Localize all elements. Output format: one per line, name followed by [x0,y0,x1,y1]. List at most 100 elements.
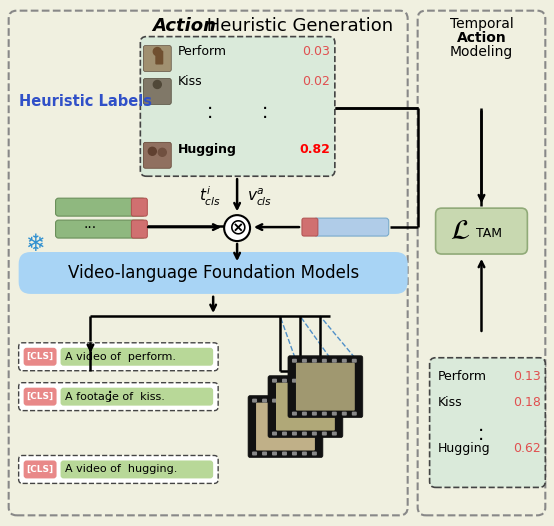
FancyBboxPatch shape [302,218,318,236]
FancyBboxPatch shape [60,460,213,479]
Text: $t^i_{cls}$: $t^i_{cls}$ [199,185,221,208]
FancyBboxPatch shape [314,218,389,236]
Text: Action: Action [152,17,216,35]
FancyBboxPatch shape [276,383,335,431]
FancyBboxPatch shape [272,451,277,456]
Text: 0.18: 0.18 [514,396,541,409]
FancyBboxPatch shape [24,348,57,366]
FancyBboxPatch shape [429,358,545,488]
Text: $\otimes$: $\otimes$ [228,218,247,238]
Text: 0.62: 0.62 [514,441,541,454]
FancyBboxPatch shape [292,412,297,416]
FancyBboxPatch shape [302,451,307,456]
FancyBboxPatch shape [332,359,337,363]
FancyBboxPatch shape [302,431,307,436]
FancyBboxPatch shape [292,359,297,363]
Text: A video of  perform.: A video of perform. [64,352,176,362]
FancyBboxPatch shape [19,456,218,483]
FancyBboxPatch shape [352,412,357,416]
FancyBboxPatch shape [296,363,355,411]
Text: .: . [107,386,114,405]
Circle shape [148,147,156,155]
FancyBboxPatch shape [435,208,527,254]
FancyBboxPatch shape [302,359,307,363]
FancyBboxPatch shape [55,220,145,238]
Text: .: . [478,416,485,434]
Text: Action: Action [456,31,506,45]
FancyBboxPatch shape [55,198,145,216]
FancyBboxPatch shape [418,11,545,515]
FancyBboxPatch shape [312,399,317,402]
Text: [CLS]: [CLS] [26,465,53,474]
FancyBboxPatch shape [60,388,213,406]
FancyBboxPatch shape [322,431,327,436]
FancyBboxPatch shape [140,37,335,176]
FancyBboxPatch shape [248,396,323,458]
Text: Hugging: Hugging [178,143,237,156]
Text: [CLS]: [CLS] [26,392,53,401]
FancyBboxPatch shape [322,379,327,383]
Text: 0.02: 0.02 [302,76,330,88]
FancyBboxPatch shape [332,412,337,416]
Text: Modeling: Modeling [450,45,513,58]
Text: Perform: Perform [438,370,486,383]
Text: .: . [478,424,485,443]
FancyBboxPatch shape [292,451,297,456]
FancyBboxPatch shape [322,359,327,363]
FancyBboxPatch shape [131,198,147,216]
Text: 0.13: 0.13 [514,370,541,383]
FancyBboxPatch shape [252,451,257,456]
FancyBboxPatch shape [60,348,213,366]
Text: Temporal: Temporal [450,17,514,31]
FancyBboxPatch shape [282,451,287,456]
Text: Heuristic Generation: Heuristic Generation [201,17,393,35]
FancyBboxPatch shape [268,376,343,438]
FancyBboxPatch shape [272,379,277,383]
Text: .: . [107,378,114,397]
Text: 0.82: 0.82 [299,143,330,156]
Circle shape [224,215,250,241]
FancyBboxPatch shape [262,451,267,456]
Text: ...: ... [84,217,97,231]
FancyBboxPatch shape [155,50,163,65]
FancyBboxPatch shape [352,359,357,363]
FancyBboxPatch shape [19,383,218,411]
FancyBboxPatch shape [302,412,307,416]
FancyBboxPatch shape [312,431,317,436]
Text: .: . [262,95,268,114]
Text: ❄: ❄ [25,232,45,256]
Text: $v^a_{cls}$: $v^a_{cls}$ [248,187,273,208]
FancyBboxPatch shape [262,399,267,402]
FancyBboxPatch shape [9,11,408,515]
Text: Heuristic Labels: Heuristic Labels [19,95,152,109]
FancyBboxPatch shape [302,399,307,402]
Text: Perform: Perform [178,45,227,57]
Circle shape [153,80,161,88]
Text: $\mathcal{L}$: $\mathcal{L}$ [449,217,470,245]
FancyBboxPatch shape [342,359,347,363]
FancyBboxPatch shape [342,412,347,416]
FancyBboxPatch shape [131,220,147,238]
FancyBboxPatch shape [272,431,277,436]
FancyBboxPatch shape [302,379,307,383]
FancyBboxPatch shape [19,343,218,371]
Text: Hugging: Hugging [438,441,490,454]
Text: .: . [207,104,213,123]
FancyBboxPatch shape [288,356,363,418]
FancyBboxPatch shape [282,399,287,402]
Text: [CLS]: [CLS] [26,352,53,361]
Text: Video-language Foundation Models: Video-language Foundation Models [68,264,359,282]
FancyBboxPatch shape [282,379,287,383]
FancyBboxPatch shape [252,399,257,402]
FancyBboxPatch shape [292,399,297,402]
Circle shape [153,47,161,56]
FancyBboxPatch shape [24,388,57,406]
Text: Kiss: Kiss [178,76,203,88]
FancyBboxPatch shape [292,379,297,383]
FancyBboxPatch shape [272,399,277,402]
FancyBboxPatch shape [332,379,337,383]
Text: A video of  hugging.: A video of hugging. [64,464,177,474]
Text: Kiss: Kiss [438,396,462,409]
FancyBboxPatch shape [19,252,408,294]
Text: TAM: TAM [475,227,501,239]
